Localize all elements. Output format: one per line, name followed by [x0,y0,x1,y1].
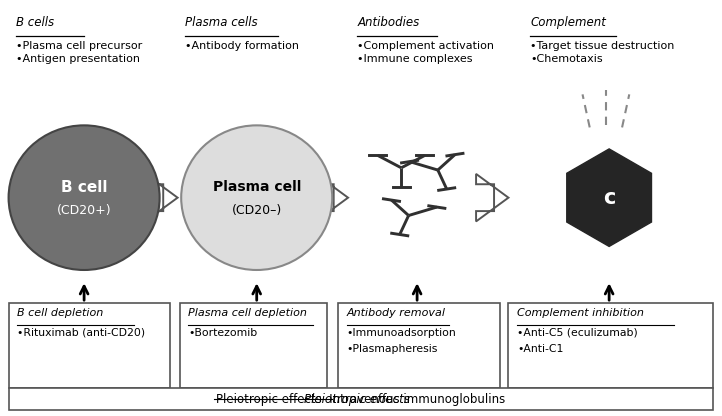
Text: •Complement activation
•Immune complexes: •Complement activation •Immune complexes [357,41,495,64]
Text: •Plasmapheresis: •Plasmapheresis [347,344,438,354]
Text: •Rituximab (anti-CD20): •Rituximab (anti-CD20) [17,328,145,338]
Text: •Target tissue destruction
•Chemotaxis: •Target tissue destruction •Chemotaxis [530,41,674,64]
Text: B cell: B cell [61,180,108,195]
FancyBboxPatch shape [508,303,713,388]
FancyBboxPatch shape [9,303,170,388]
FancyBboxPatch shape [338,303,500,388]
Text: •Antibody formation: •Antibody formation [185,41,299,51]
Text: Pleiotropic effects: Pleiotropic effects [305,393,410,406]
FancyBboxPatch shape [180,303,327,388]
Text: Plasma cells: Plasma cells [185,16,258,29]
Text: B cells: B cells [16,16,54,29]
Polygon shape [567,149,651,246]
Text: Plasma cell: Plasma cell [212,181,301,194]
Text: (CD20+): (CD20+) [57,204,111,218]
FancyArrow shape [316,174,348,221]
Text: •Anti-C1: •Anti-C1 [517,344,563,354]
Ellipse shape [9,125,160,270]
FancyBboxPatch shape [9,388,713,411]
Text: Complement: Complement [530,16,606,29]
Text: c: c [603,188,615,208]
Text: Antibodies: Antibodies [357,16,419,29]
Text: •Plasma cell precursor
•Antigen presentation: •Plasma cell precursor •Antigen presenta… [16,41,142,64]
Text: (CD20–): (CD20–) [232,204,282,218]
Text: Plasma cell depletion: Plasma cell depletion [188,308,308,318]
FancyArrow shape [145,174,178,221]
Ellipse shape [181,125,332,270]
FancyArrow shape [476,174,508,221]
Text: •Bortezomib: •Bortezomib [188,328,258,338]
Text: •Anti-C5 (eculizumab): •Anti-C5 (eculizumab) [517,328,638,338]
Text: B cell depletion: B cell depletion [17,308,103,318]
Text: •Immunoadsorption: •Immunoadsorption [347,328,456,338]
Text: Complement inhibition: Complement inhibition [517,308,644,318]
Text: Pleiotropic effects  Intravenous immunoglobulins: Pleiotropic effects Intravenous immunogl… [217,393,505,406]
Text: Antibody removal: Antibody removal [347,308,445,318]
